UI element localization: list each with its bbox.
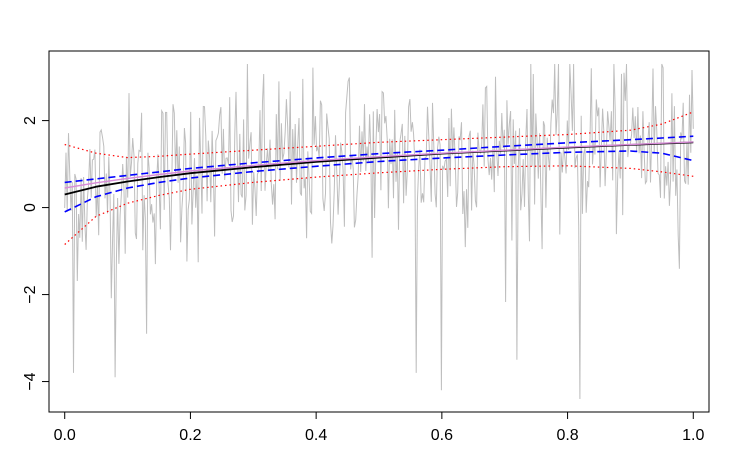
x-tick-label: 0.0 (54, 427, 76, 444)
x-axis: 0.0 0.2 0.4 0.6 0.8 1.0 (54, 411, 705, 444)
y-axis: −4 −2 0 2 (22, 116, 50, 391)
fit-series-2 (64, 141, 694, 189)
plot-frame (48, 50, 710, 413)
fit-series-6 (64, 165, 694, 245)
x-tick-label: 0.2 (179, 427, 201, 444)
fit-series-4 (64, 150, 694, 213)
x-tick-label: 0.6 (431, 427, 453, 444)
noisy-data-series (64, 63, 694, 400)
fit-series-3 (64, 135, 694, 184)
y-tick-label: 0 (22, 203, 39, 212)
y-tick-label: 2 (22, 116, 39, 125)
y-tick-label: −4 (22, 372, 39, 390)
y-tick-label: −2 (22, 285, 39, 303)
x-tick-label: 0.4 (305, 427, 327, 444)
series-layer (64, 63, 694, 400)
x-tick-label: 0.8 (556, 427, 578, 444)
x-tick-label: 1.0 (682, 427, 704, 444)
fit-series-5 (64, 111, 694, 159)
